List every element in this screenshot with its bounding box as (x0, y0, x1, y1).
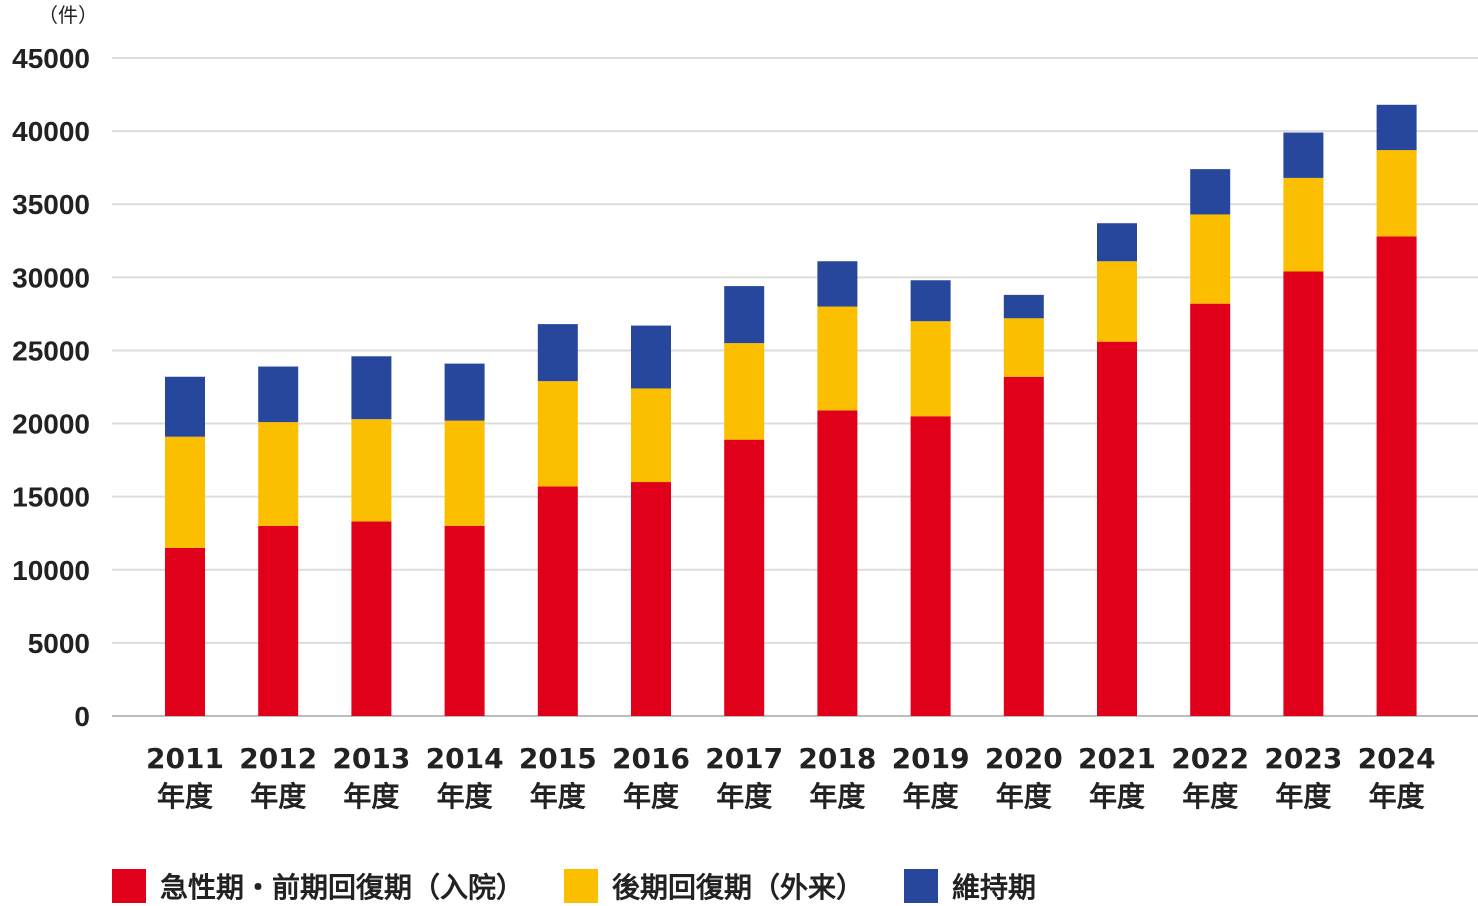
bars (165, 104, 1417, 716)
x-tick-label: 2013 (332, 742, 410, 775)
bar-segment-1-2011 (165, 547, 205, 716)
x-tick-label: 2019 (892, 742, 970, 775)
x-tick-suffix: 年度 (343, 780, 399, 813)
x-tick-suffix: 年度 (716, 780, 772, 813)
x-tick-label: 2017 (705, 742, 783, 775)
gridlines (112, 57, 1478, 717)
bar-segment-3-2012 (258, 366, 299, 423)
legend-swatch (904, 869, 939, 903)
bar-segment-2-2011 (165, 436, 205, 548)
legend-item: 後期回復期（外来） (564, 866, 864, 906)
bar-segment-1-2013 (351, 521, 392, 716)
x-tick-label: 2014 (426, 742, 504, 775)
bar-segment-3-2019 (910, 280, 951, 322)
x-tick-suffix: 年度 (996, 780, 1052, 813)
x-tick-suffix: 年度 (623, 780, 679, 813)
x-tick-suffix: 年度 (157, 780, 213, 813)
bar-segment-1-2014 (444, 525, 485, 716)
bar-segment-3-2016 (631, 325, 671, 389)
y-tick-label: 20000 (12, 409, 90, 440)
legend-item: 急性期・前期回復期（入院） (112, 866, 524, 906)
y-tick-label: 45000 (12, 43, 90, 74)
bar-segment-1-2021 (1097, 341, 1137, 716)
x-axis-labels: 2011 年度 2012 年度 2013 年度 2014 年度 2015 年度 2016 年度 2017… (146, 742, 1436, 813)
y-tick-label: 30000 (12, 262, 90, 293)
x-tick-suffix: 年度 (250, 780, 306, 813)
bar-segment-2-2013 (351, 419, 392, 522)
bar-segment-2-2019 (910, 321, 951, 417)
bar-segment-3-2014 (444, 363, 485, 421)
bar-segment-1-2022 (1190, 303, 1231, 716)
bar-segment-1-2020 (1003, 376, 1044, 716)
bar-segment-2-2012 (258, 422, 299, 526)
y-tick-label: 15000 (12, 482, 90, 513)
x-tick-label: 2022 (1171, 742, 1249, 775)
bar-segment-3-2020 (1003, 294, 1044, 319)
y-tick-label: 40000 (12, 116, 90, 147)
legend-item: 維持期 (904, 866, 1036, 906)
x-tick-suffix: 年度 (437, 780, 493, 813)
y-axis-ticks: 0 5000 10000 15000 20000 25000 30000 35000 40000… (12, 43, 90, 732)
bar-segment-1-2023 (1283, 271, 1324, 716)
y-unit-label: （件） (38, 3, 98, 27)
bar-segment-2-2015 (537, 381, 578, 487)
bar-segment-2-2017 (724, 343, 765, 440)
legend-label: 急性期・前期回復期（入院） (160, 871, 525, 904)
x-tick-label: 2015 (519, 742, 597, 775)
bar-segment-3-2017 (724, 286, 765, 344)
y-tick-label: 5000 (28, 628, 90, 659)
bar-segment-1-2015 (537, 486, 578, 716)
bar-segment-3-2013 (351, 356, 392, 420)
x-tick-suffix: 年度 (530, 780, 586, 813)
x-tick-suffix: 年度 (1369, 780, 1425, 813)
bar-segment-1-2012 (258, 525, 299, 716)
bar-segment-2-2014 (444, 420, 485, 526)
x-tick-label: 2021 (1078, 742, 1156, 775)
x-tick-label: 2018 (798, 742, 876, 775)
bar-segment-1-2016 (631, 482, 671, 716)
bar-segment-2-2024 (1376, 150, 1417, 237)
bar-segment-1-2019 (910, 416, 951, 716)
bar-segment-3-2024 (1376, 104, 1417, 151)
x-tick-label: 2020 (985, 742, 1063, 775)
y-tick-label: 0 (74, 701, 90, 732)
x-tick-suffix: 年度 (1275, 780, 1331, 813)
bar-segment-1-2024 (1376, 236, 1417, 716)
x-tick-label: 2024 (1358, 742, 1436, 775)
x-tick-suffix: 年度 (903, 780, 959, 813)
x-tick-suffix: 年度 (1182, 780, 1238, 813)
y-tick-label: 35000 (12, 189, 90, 220)
y-tick-label: 10000 (12, 555, 90, 586)
bar-segment-3-2018 (817, 261, 858, 307)
x-tick-suffix: 年度 (1089, 780, 1145, 813)
bar-segment-3-2022 (1190, 169, 1231, 215)
bar-segment-2-2018 (817, 306, 858, 411)
bar-segment-3-2021 (1097, 223, 1137, 262)
y-tick-label: 25000 (12, 335, 90, 366)
x-tick-label: 2011 (146, 742, 224, 775)
legend-label: 後期回復期（外来） (612, 871, 865, 904)
bar-segment-3-2011 (165, 376, 205, 437)
legend-label: 維持期 (952, 871, 1037, 904)
bar-segment-1-2017 (724, 439, 765, 716)
bar-segment-2-2021 (1097, 261, 1137, 342)
legend: 急性期・前期回復期（入院） 後期回復期（外来） 維持期 (112, 866, 1076, 906)
x-tick-label: 2023 (1264, 742, 1342, 775)
bar-segment-3-2015 (537, 324, 578, 382)
bar-segment-2-2023 (1283, 177, 1324, 272)
legend-swatch (564, 869, 599, 903)
x-tick-label: 2016 (612, 742, 690, 775)
bar-segment-2-2016 (631, 388, 671, 483)
x-tick-label: 2012 (239, 742, 317, 775)
bar-segment-3-2023 (1283, 132, 1324, 178)
bar-segment-2-2020 (1003, 318, 1044, 377)
bar-segment-1-2018 (817, 410, 858, 716)
x-tick-suffix: 年度 (809, 780, 865, 813)
bar-segment-2-2022 (1190, 214, 1231, 304)
legend-swatch (112, 869, 146, 903)
